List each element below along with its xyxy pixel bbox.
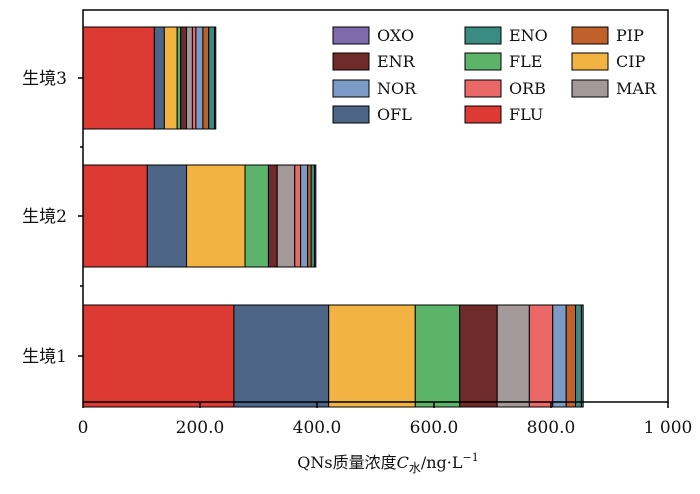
x-tick-label-0: 0 [78,418,89,438]
bar-oxo-cat3 [214,26,217,130]
bar-flu-cat3 [82,26,155,130]
x-axis-title-superscript: −1 [463,451,479,464]
legend: OXO ENO PIP ENR FLE CIP NOR ORB MAR OFL FLU [332,26,657,124]
bar-enr-cat3 [180,26,188,130]
bar-fle-cat3 [176,26,182,130]
bar-orb-cat2 [294,164,302,268]
bar-flu-cat1 [82,304,235,408]
plot-frame [82,9,669,403]
legend-label-orb: ORB [509,79,546,98]
legend-swatch-pip [571,26,609,45]
legend-label-enr: ENR [377,52,416,71]
legend-label-ofl: OFL [377,105,412,124]
legend-swatch-eno [464,26,502,45]
bar-eno-cat2 [310,164,316,268]
legend-label-oxo: OXO [377,26,414,45]
legend-swatch-flu [464,105,502,124]
x-tick-label-4: 800.0 [527,418,576,438]
bar-mar-cat1 [496,304,530,408]
x-ticks: 0 200.0 400.0 600.0 800.0 1 000 [78,402,693,438]
bar-cip-cat1 [328,304,416,408]
bar-nor-cat1 [552,304,567,408]
bar-pip-cat1 [565,304,577,408]
legend-label-eno: ENO [509,26,548,45]
bar-cip-cat3 [163,26,178,130]
bar-ofl-cat1 [233,304,330,408]
bar-eno-cat1 [575,304,582,408]
legend-swatch-nor [332,79,370,98]
bar-pip-cat2 [307,164,312,268]
x-axis-title-prefix: QNs质量浓度 [297,453,396,472]
bar-ofl-cat3 [153,26,165,130]
category-label-3: 生境3 [22,69,67,89]
bar-cip-cat2 [186,164,246,268]
bar-fle-cat1 [414,304,461,408]
x-tick-label-1: 200.0 [176,418,225,438]
x-axis-title-subscript: 水 [409,461,421,475]
bar-eno-cat3 [208,26,216,130]
legend-label-mar: MAR [616,79,657,98]
legend-label-pip: PIP [616,26,644,45]
bar-mar-cat3 [186,26,193,130]
bars-layer [82,26,584,408]
legend-swatch-fle [464,52,502,71]
category-label-2: 生境2 [22,207,67,227]
legend-label-cip: CIP [616,52,646,71]
bar-ofl-cat2 [146,164,188,268]
category-label-1: 生境1 [22,347,67,367]
bar-oxo-cat1 [580,304,584,408]
x-axis-title-symbol: C [397,453,409,472]
bar-nor-cat2 [300,164,309,268]
category-labels: 生境1 生境2 生境3 [22,69,67,367]
legend-swatch-oxo [332,26,370,45]
y-ticks [78,77,83,357]
legend-label-nor: NOR [377,79,417,98]
legend-swatch-mar [571,79,609,98]
x-tick-label-2: 400.0 [293,418,342,438]
x-axis-title-unit: /ng·L [421,453,463,472]
bar-fle-cat2 [244,164,269,268]
bar-pip-cat3 [202,26,210,130]
legend-swatch-enr [332,52,370,71]
bar-orb-cat3 [191,26,197,130]
bar-enr-cat2 [267,164,278,268]
legend-swatch-ofl [332,105,370,124]
legend-swatch-orb [464,79,502,98]
bar-enr-cat1 [459,304,498,408]
bar-oxo-cat2 [314,164,317,268]
legend-swatch-cip [571,52,609,71]
legend-label-flu: FLU [509,105,543,124]
x-tick-label-3: 600.0 [410,418,459,438]
bar-nor-cat3 [195,26,204,130]
bar-flu-cat2 [82,164,148,268]
bar-orb-cat1 [528,304,554,408]
legend-label-fle: FLE [509,52,542,71]
x-tick-label-5: 1 000 [644,418,693,438]
bar-mar-cat2 [276,164,296,268]
x-axis-title: QNs质量浓度C水/ng·L−1 [297,451,478,475]
